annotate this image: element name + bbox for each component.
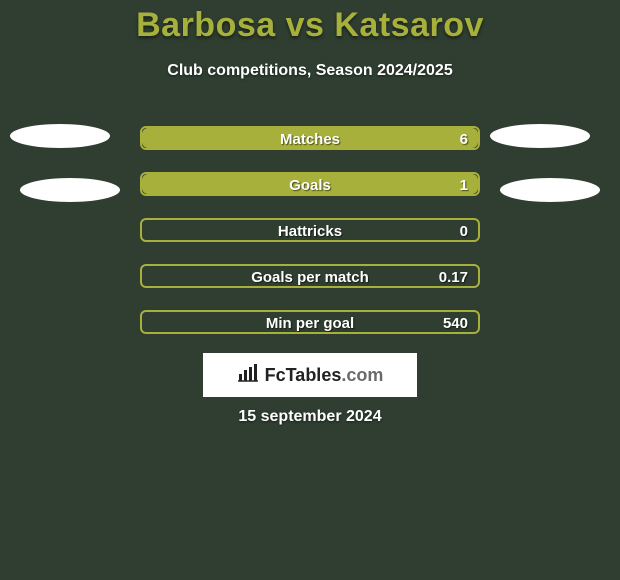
stat-label: Goals per match [142,266,478,288]
logo-text: FcTables.com [265,365,384,386]
stats-bars: Matches6Goals1Hattricks0Goals per match0… [140,126,480,356]
stat-value: 0.17 [439,266,468,288]
stat-row: Goals per match0.17 [140,264,480,288]
stat-row: Min per goal540 [140,310,480,334]
player-right-photo-1 [490,124,590,148]
player-left-photo-1 [10,124,110,148]
stat-bar-fill [142,174,478,194]
page-title: Barbosa vs Katsarov [0,6,620,45]
date-label: 15 september 2024 [0,408,620,426]
logo-box[interactable]: FcTables.com [203,353,417,397]
subtitle: Club competitions, Season 2024/2025 [0,62,620,80]
stat-row: Goals1 [140,172,480,196]
comparison-card: Barbosa vs Katsarov Club competitions, S… [0,0,620,580]
stat-value: 540 [443,312,468,334]
stat-label: Min per goal [142,312,478,334]
player-right-photo-2 [500,178,600,202]
bar-chart-icon [237,364,259,387]
stat-row: Matches6 [140,126,480,150]
stat-bar-fill [142,128,478,148]
stat-value: 0 [460,220,468,242]
stat-row: Hattricks0 [140,218,480,242]
stat-label: Hattricks [142,220,478,242]
player-left-photo-2 [20,178,120,202]
